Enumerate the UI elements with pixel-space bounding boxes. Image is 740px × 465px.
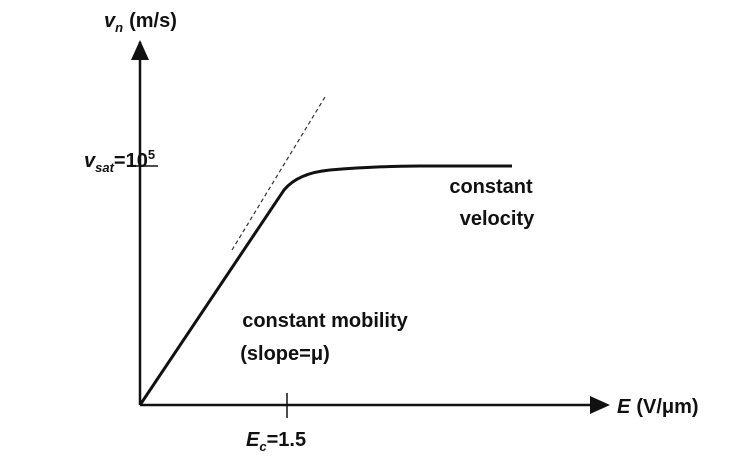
y-axis-label: vn (m/s) [104, 10, 177, 35]
subscript: sat [95, 160, 114, 175]
unit: (m/s) [129, 10, 177, 32]
symbol: E [246, 429, 260, 451]
unit: (V/μm) [636, 396, 698, 418]
rest: =1.5 [267, 429, 306, 451]
superscript: 5 [148, 147, 155, 162]
y-marker-label: vsat=105 [84, 147, 155, 175]
symbol: E [617, 396, 631, 418]
symbol: v [84, 150, 97, 172]
slope-line [231, 96, 326, 251]
x-marker-label: Ec=1.5 [246, 429, 306, 454]
y-axis-arrow [131, 40, 149, 60]
subscript: n [115, 20, 123, 35]
x-axis-arrow [590, 396, 610, 414]
x-axis-label: E (V/μm) [617, 396, 699, 418]
rest: =10 [114, 150, 148, 172]
region-label: velocity [460, 208, 535, 230]
region-label: constant [449, 176, 533, 198]
velocity-curve [138, 164, 512, 406]
symbol: v [104, 10, 117, 32]
region-label: constant mobility [242, 310, 408, 332]
region-label: (slope=μ) [240, 343, 329, 365]
subscript: c [259, 439, 267, 454]
